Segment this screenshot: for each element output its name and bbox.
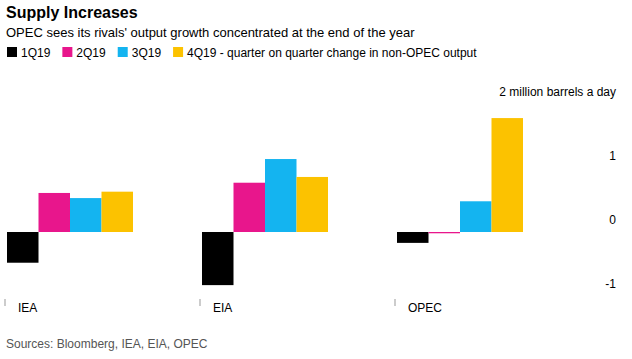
subtitle: OPEC sees its rivals' output growth conc… — [6, 25, 415, 40]
category-tick — [200, 299, 201, 306]
category-tick — [395, 299, 396, 306]
legend-label: 4Q19 - quarter on quarter change in non-… — [187, 46, 477, 60]
legend-swatch — [7, 47, 17, 57]
chart: Supply Increases OPEC sees its rivals' ou… — [0, 0, 632, 359]
bar — [297, 177, 329, 232]
x-tick-label: OPEC — [408, 301, 442, 315]
bar — [102, 192, 134, 232]
source: Sources: Bloomberg, IEA, EIA, OPEC — [6, 337, 208, 351]
x-tick-label: EIA — [213, 301, 232, 315]
bar — [70, 198, 102, 232]
y-tick-label: 0 — [609, 213, 616, 227]
title: Supply Increases — [6, 4, 138, 21]
bar — [234, 183, 266, 232]
y-tick-label: 1 — [609, 149, 616, 163]
y-tick-label: 2 million barrels a day — [499, 85, 616, 99]
legend-swatch — [173, 47, 183, 57]
bars — [7, 118, 523, 285]
bar — [397, 232, 429, 243]
legend-swatch — [62, 47, 72, 57]
legend-label: 3Q19 — [132, 46, 162, 60]
bar — [429, 232, 461, 233]
bar — [265, 159, 297, 232]
bar — [492, 118, 524, 232]
bar — [202, 232, 234, 285]
legend-swatch — [118, 47, 128, 57]
bar — [460, 201, 492, 232]
bar — [7, 232, 39, 263]
category-tick — [5, 299, 6, 306]
x-tick-label: IEA — [18, 301, 37, 315]
y-tick-label: -1 — [605, 277, 616, 291]
legend-label: 2Q19 — [76, 46, 106, 60]
legend-label: 1Q19 — [21, 46, 51, 60]
bar — [39, 193, 71, 232]
